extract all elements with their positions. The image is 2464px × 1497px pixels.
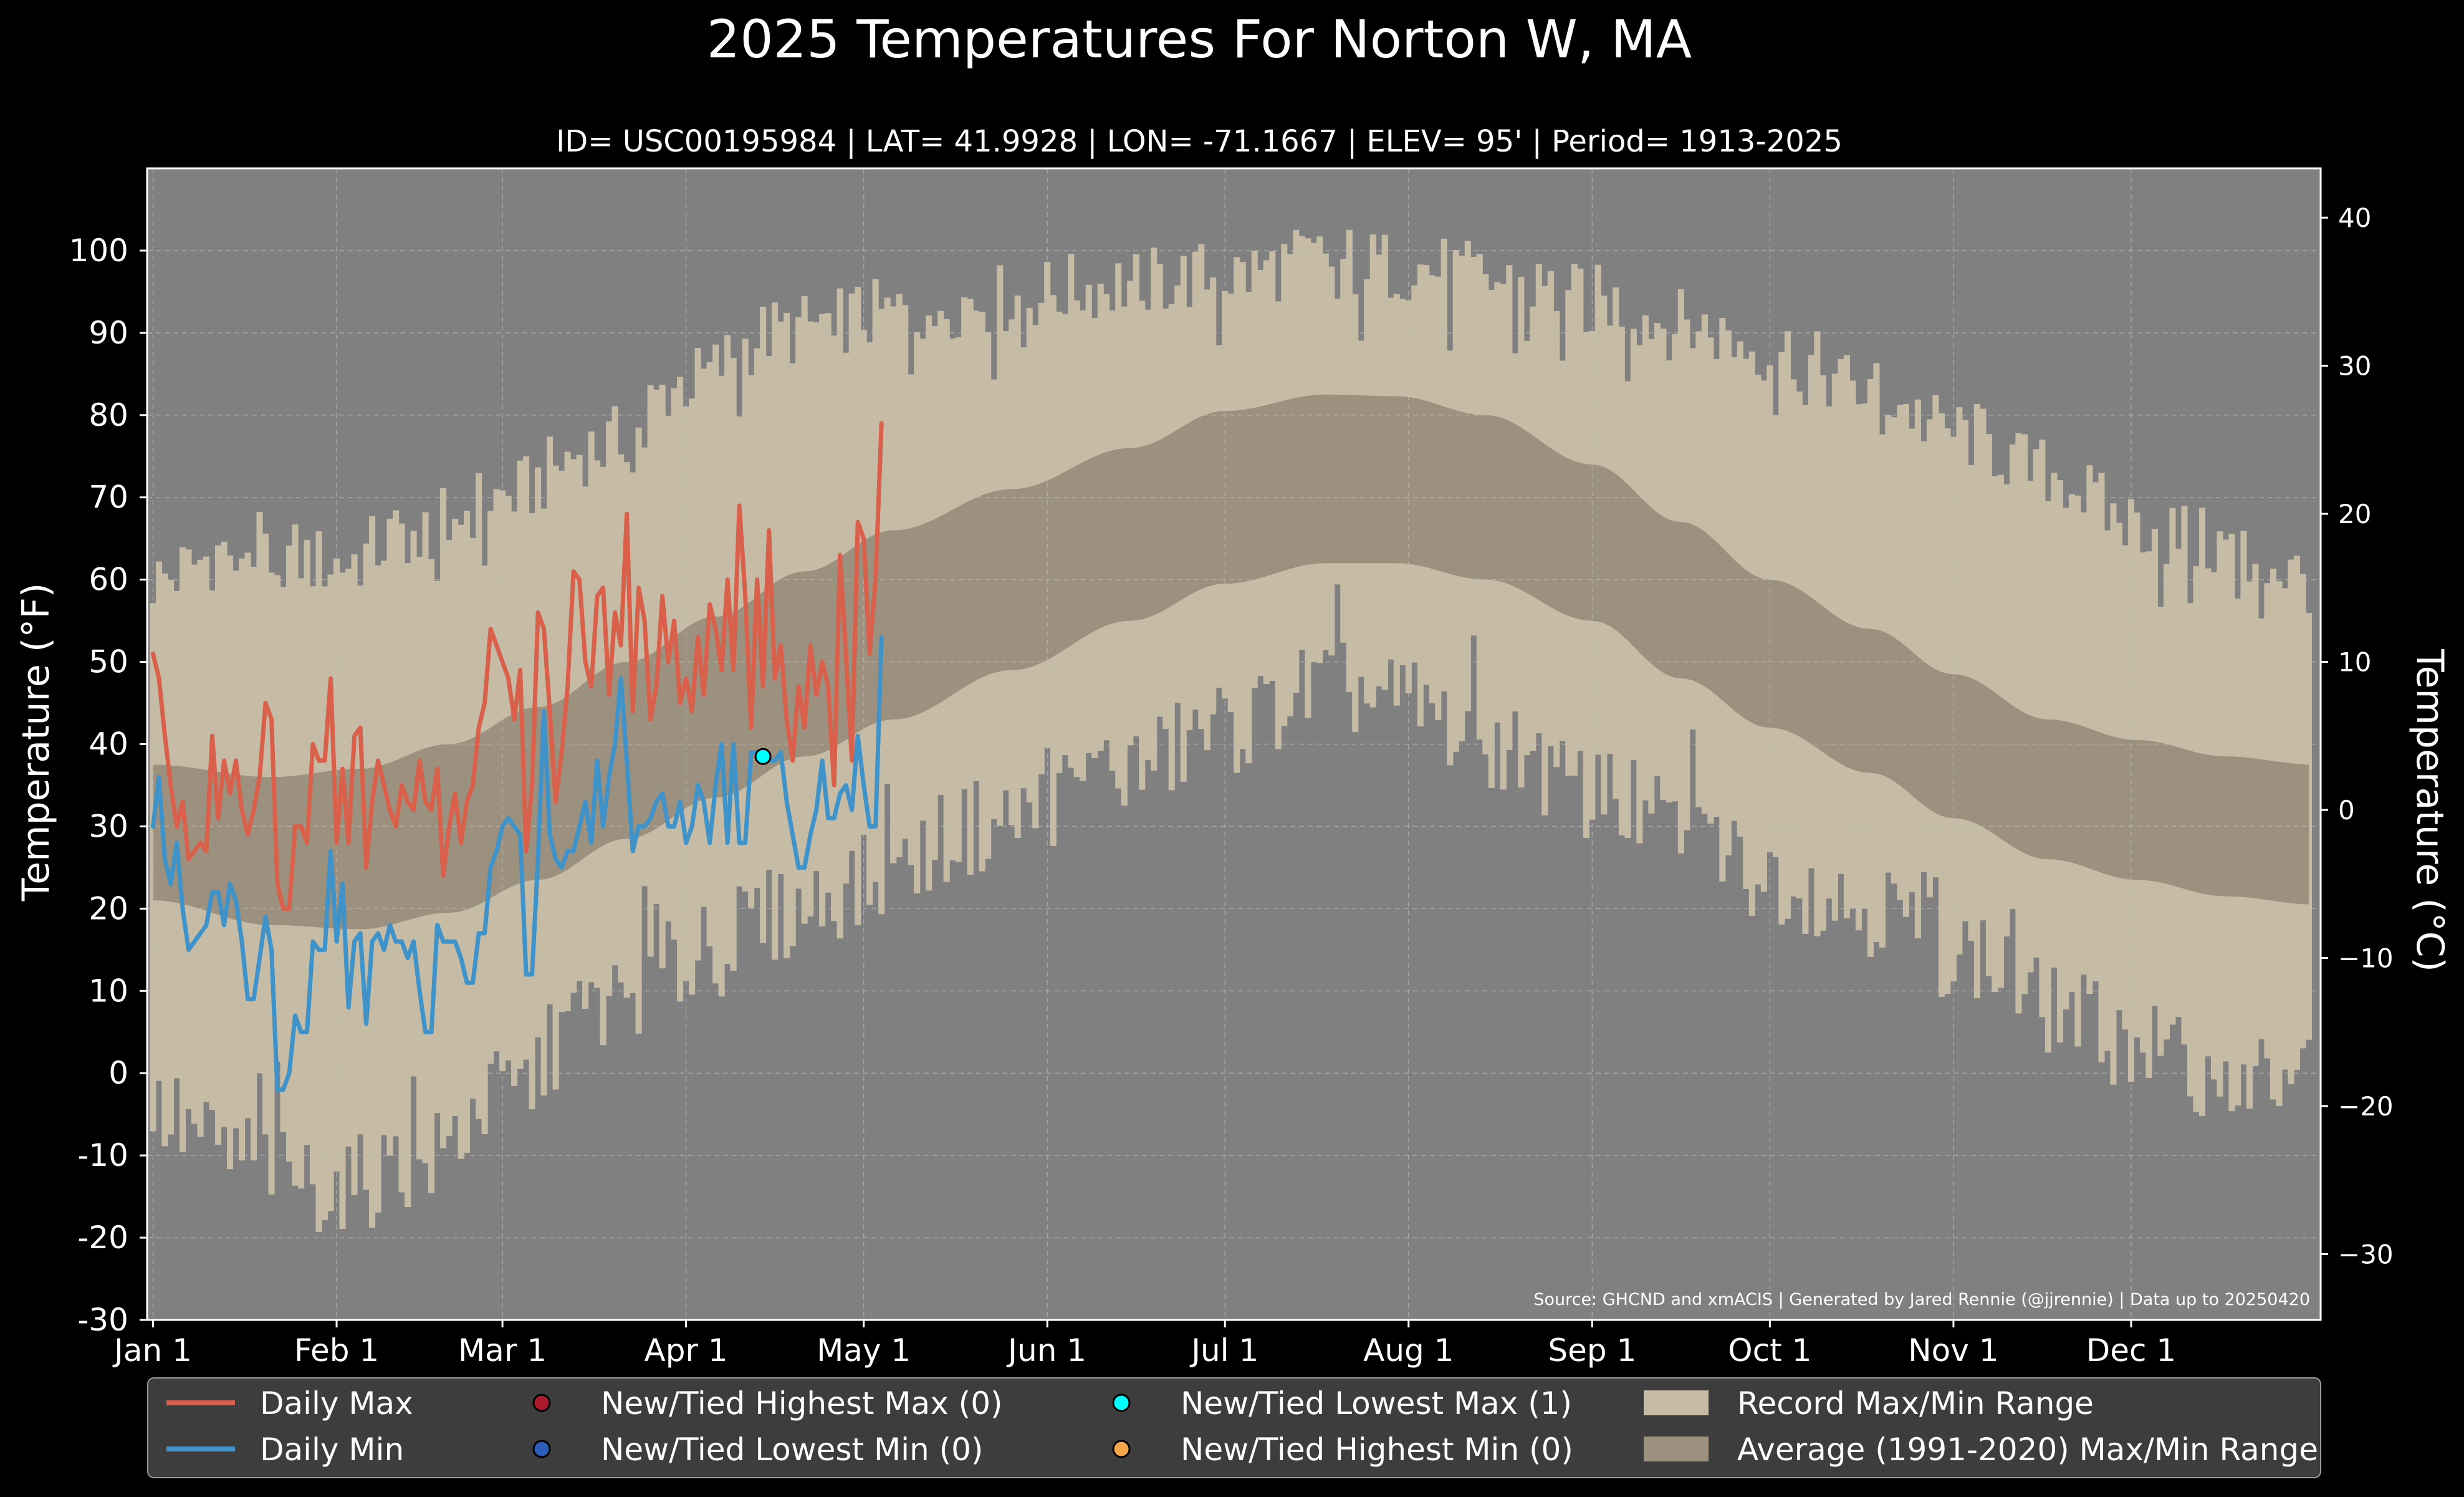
right-tick-label: −30 (2338, 1239, 2394, 1269)
legend-swatch-new-tied-highest-max-0 (532, 1394, 551, 1412)
x-tick-label: Jan 1 (112, 1332, 192, 1369)
series-line-daily-max (151, 421, 884, 911)
chart-title: 2025 Temperatures For Norton W, MA (707, 9, 1692, 70)
left-tick-label: 40 (89, 726, 128, 763)
legend-label: Daily Max (260, 1385, 413, 1422)
right-tick-label: 40 (2338, 203, 2371, 233)
legend-swatch-average-1991-2020-max-min-range (1644, 1437, 1709, 1461)
right-tick-label: 10 (2338, 647, 2371, 678)
record-range-bar (2033, 449, 2040, 958)
left-tick-label: 10 (89, 973, 128, 1009)
chart-subtitle: ID= USC00195984 | LAT= 41.9928 | LON= -7… (556, 124, 1843, 159)
record-range-bar (1926, 419, 1933, 898)
left-tick-label: 60 (89, 562, 128, 598)
left-tick-label: 30 (89, 808, 128, 844)
legend-swatch-new-tied-lowest-min-0 (532, 1440, 551, 1458)
legend: Daily Max Daily Min New/Tied Highest Max (… (147, 1377, 2321, 1478)
x-tick-label: Mar 1 (458, 1332, 547, 1369)
legend-label: New/Tied Highest Min (0) (1181, 1432, 1573, 1468)
x-tick-label: Jul 1 (1189, 1332, 1258, 1369)
legend-label: New/Tied Lowest Max (1) (1181, 1385, 1572, 1422)
right-tick-label: 30 (2338, 351, 2371, 382)
x-tick-label: May 1 (817, 1332, 911, 1369)
x-tick-label: Apr 1 (645, 1332, 728, 1369)
plot-area: -30-20-100102030405060708090100−30−20−10… (69, 167, 2394, 1369)
right-tick-label: 20 (2338, 499, 2371, 529)
left-tick-label: 70 (89, 479, 128, 516)
x-tick-label: Jun 1 (1006, 1332, 1086, 1369)
left-tick-label: 90 (89, 315, 128, 351)
left-tick-label: -20 (77, 1220, 128, 1256)
record-range-bar (1932, 395, 1939, 878)
source-note: Source: GHCND and xmACIS | Generated by … (1533, 1290, 2310, 1309)
right-tick-label: 0 (2338, 795, 2355, 826)
legend-label: Daily Min (260, 1432, 404, 1468)
average-range-band (153, 394, 2309, 930)
record-range-bar (1838, 359, 1844, 874)
left-tick-label: -30 (77, 1302, 128, 1338)
x-tick-label: Nov 1 (1908, 1332, 1998, 1369)
left-tick-label: 100 (69, 233, 128, 269)
record-range-bar (1920, 441, 1927, 872)
record-range-bar (653, 389, 660, 905)
left-tick-label: 20 (89, 890, 128, 927)
record-range-bar (1962, 420, 1968, 922)
x-tick-label: Aug 1 (1363, 1332, 1454, 1369)
record-range-bar (2009, 444, 2016, 909)
record-range-bar (1980, 408, 1987, 921)
legend-label: New/Tied Lowest Min (0) (601, 1432, 983, 1468)
left-tick-label: 50 (89, 644, 128, 680)
left-tick-label: 0 (108, 1055, 128, 1091)
legend-box (147, 1377, 2321, 1478)
legend-swatch-new-tied-highest-min-0 (1112, 1440, 1131, 1458)
right-tick-label: −20 (2338, 1091, 2394, 1122)
right-axis-label: Temperature (°C) (2408, 648, 2452, 972)
right-tick-label: −10 (2338, 943, 2394, 974)
legend-swatch-new-tied-lowest-max-1 (1112, 1394, 1131, 1412)
left-tick-label: 80 (89, 397, 128, 433)
x-tick-label: Oct 1 (1728, 1332, 1811, 1369)
legend-label: New/Tied Highest Max (0) (601, 1385, 1003, 1422)
grid-lines (147, 168, 2321, 1321)
x-tick-label: Dec 1 (2086, 1332, 2176, 1369)
left-tick-label: -10 (77, 1137, 128, 1173)
x-tick-label: Feb 1 (294, 1332, 379, 1369)
legend-label: Average (1991-2020) Max/Min Range (1737, 1432, 2318, 1468)
legend-swatch-record-max-min-range (1644, 1390, 1709, 1415)
legend-label: Record Max/Min Range (1737, 1385, 2094, 1422)
left-axis-label: Temperature (°F) (14, 583, 58, 902)
record-point (754, 748, 772, 765)
x-tick-label: Sep 1 (1548, 1332, 1636, 1369)
